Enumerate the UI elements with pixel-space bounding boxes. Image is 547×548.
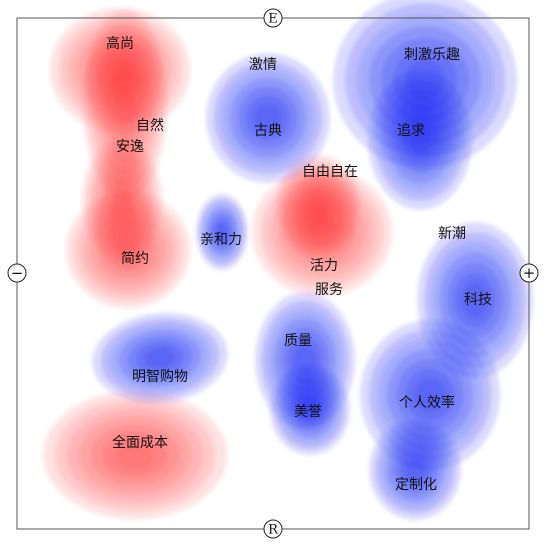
term-label: 高尚 — [106, 35, 134, 52]
density-blobs — [43, 0, 533, 520]
axis-bottom-circle — [263, 519, 283, 539]
term-label: 活力 — [310, 258, 338, 274]
term-label: 亲和力 — [200, 232, 242, 248]
density-contour — [115, 84, 135, 126]
term-label: 明智购物 — [132, 369, 188, 385]
density-contour — [462, 282, 488, 318]
density-contour — [301, 400, 319, 420]
axis-left-circle — [7, 263, 27, 283]
density-contour — [308, 194, 328, 216]
term-label: 服务 — [315, 282, 343, 298]
axis-top-circle — [263, 8, 283, 28]
density-contour — [145, 348, 175, 368]
density-contour — [114, 440, 156, 470]
axis-top-label: E — [268, 12, 278, 27]
density-contour — [254, 103, 282, 133]
term-label: 安逸 — [116, 139, 144, 155]
term-label: 简约 — [121, 250, 149, 267]
term-label: 质量 — [284, 333, 312, 349]
axis-right-circle — [519, 263, 539, 283]
term-label: 新潮 — [438, 226, 466, 242]
axis-right-marker: + — [519, 263, 539, 283]
term-label: 定制化 — [395, 477, 437, 493]
axis-left-label: − — [11, 264, 24, 282]
density-contour — [408, 124, 432, 156]
density-contour — [404, 459, 426, 481]
term-label: 自由自在 — [302, 164, 358, 180]
term-label: 个人效率 — [399, 394, 455, 411]
term-labels: 高尚 激情 刺激乐趣 自然 安逸 古典 追求 自由自在 亲和力 简约 活力 服务… — [106, 35, 492, 493]
term-label: 自然 — [136, 117, 164, 134]
density-contour — [414, 378, 446, 412]
term-label: 追求 — [397, 123, 425, 139]
axis-bottom-label: R — [268, 523, 279, 538]
density-contour — [113, 186, 131, 214]
term-label: 古典 — [254, 123, 282, 139]
term-label: 刺激乐趣 — [404, 46, 460, 63]
term-label: 激情 — [249, 56, 277, 73]
axis-top-marker: E — [263, 8, 283, 28]
axis-left-marker: − — [7, 263, 27, 283]
term-label: 全面成本 — [112, 434, 168, 451]
axis-right-label: + — [523, 264, 536, 282]
term-label: 美誉 — [294, 404, 322, 420]
axis-bottom-marker: R — [263, 519, 283, 539]
term-label: 科技 — [464, 292, 492, 308]
density-contour — [216, 223, 228, 241]
